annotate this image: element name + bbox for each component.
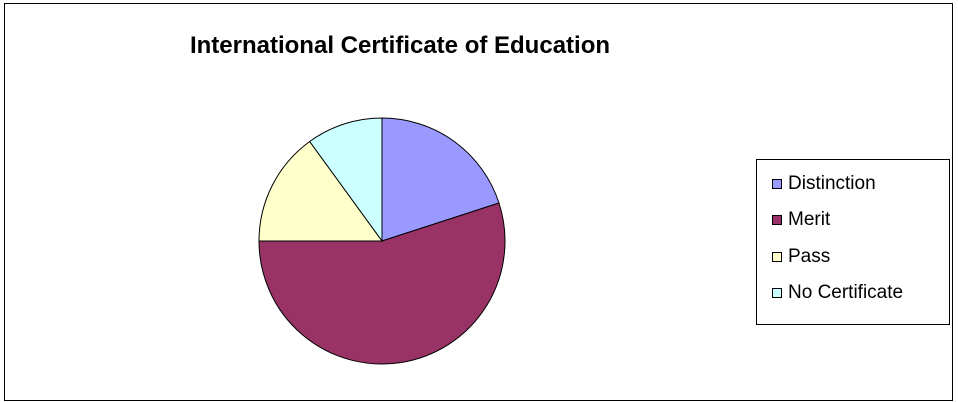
pie-chart bbox=[258, 117, 506, 365]
chart-legend: Distinction Merit Pass No Certificate bbox=[756, 159, 950, 325]
pie-slice-no-certificate bbox=[309, 117, 383, 243]
chart-area: International Certificate of Education D… bbox=[4, 3, 953, 401]
legend-item-pass: Pass bbox=[772, 245, 830, 269]
chart-title: International Certificate of Education bbox=[189, 32, 611, 59]
pie-slice-pass bbox=[258, 140, 383, 242]
legend-swatch bbox=[772, 288, 782, 298]
legend-swatch bbox=[772, 252, 782, 262]
legend-swatch bbox=[772, 215, 782, 225]
legend-label: Distinction bbox=[788, 173, 876, 194]
legend-label: No Certificate bbox=[788, 282, 904, 303]
pie-slice-merit bbox=[258, 202, 506, 365]
pie-slice-distinction bbox=[381, 117, 500, 242]
legend-item-merit: Merit bbox=[772, 208, 830, 232]
legend-label: Merit bbox=[788, 209, 831, 230]
legend-item-distinction: Distinction bbox=[772, 172, 876, 196]
legend-item-no-certificate: No Certificate bbox=[772, 281, 903, 305]
legend-swatch bbox=[772, 179, 782, 189]
legend-label: Pass bbox=[788, 246, 831, 267]
